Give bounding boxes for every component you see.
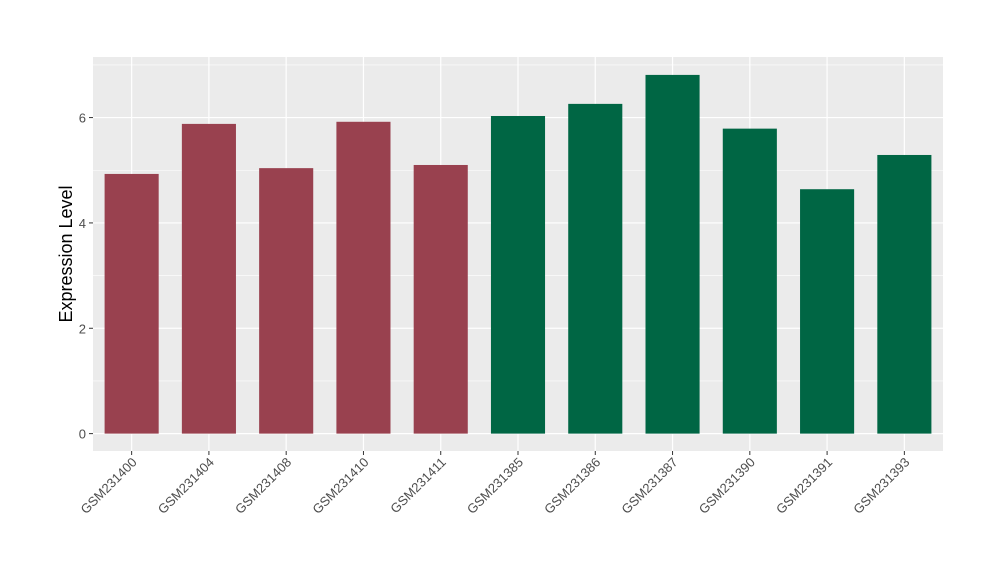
bar-GSM231408 [259, 168, 314, 434]
x-tick-label: GSM231411 [387, 455, 449, 517]
bar-GSM231385 [490, 115, 546, 434]
x-tick-label: GSM231400 [78, 455, 140, 517]
bar-GSM231390 [722, 128, 777, 434]
bar-GSM231411 [413, 164, 468, 434]
bar-GSM231400 [104, 173, 159, 434]
x-tick-label: GSM231386 [541, 455, 603, 517]
bar-GSM231393 [877, 154, 932, 434]
x-tick-label: GSM231393 [850, 455, 912, 517]
bars [104, 74, 932, 434]
bar-GSM231387 [645, 74, 700, 434]
x-tick-label: GSM231410 [309, 455, 371, 517]
x-tick-label: GSM231408 [232, 455, 294, 517]
y-tick-label: 4 [79, 216, 86, 231]
y-axis-label: Expression Level [56, 185, 76, 322]
x-axis: GSM231400 GSM231404 GSM231408 GSM231410 GSM2… [78, 451, 912, 517]
y-axis: 0 2 4 6 [79, 111, 93, 442]
x-tick-label: GSM231385 [464, 455, 526, 517]
bar-GSM231386 [568, 103, 623, 434]
y-tick-label: 2 [79, 321, 86, 336]
x-tick-label: GSM231390 [696, 455, 758, 517]
bar-GSM231391 [800, 189, 855, 434]
x-tick-label: GSM231387 [618, 455, 680, 517]
x-tick-label: GSM231391 [773, 455, 835, 517]
bar-GSM231404 [181, 123, 236, 434]
y-tick-label: 0 [79, 427, 86, 442]
x-tick-label: GSM231404 [155, 455, 217, 517]
y-tick-label: 6 [79, 111, 86, 126]
bar-GSM231410 [336, 121, 391, 434]
